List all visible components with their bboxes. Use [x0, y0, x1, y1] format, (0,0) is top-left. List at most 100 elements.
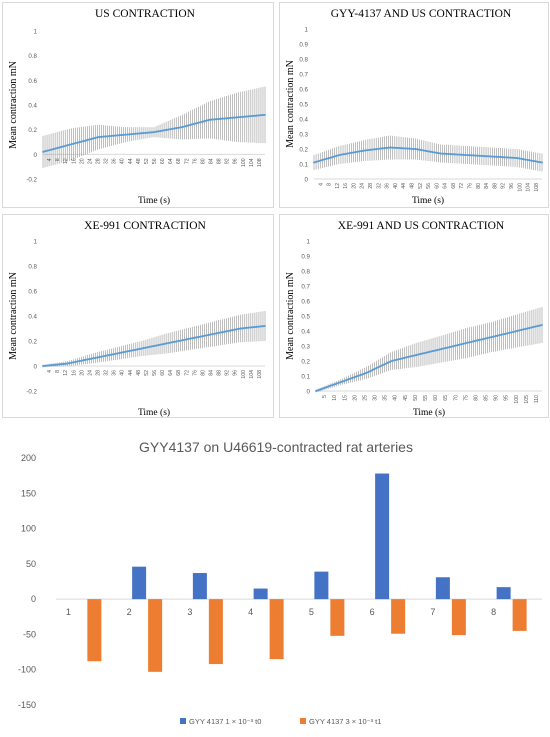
- data-point: [66, 362, 69, 365]
- x-tick-label: 64: [443, 183, 449, 189]
- data-point: [82, 140, 85, 143]
- data-point: [256, 325, 258, 328]
- data-point: [86, 358, 89, 361]
- data-point: [264, 113, 266, 116]
- y-tick-label: 0.6: [301, 299, 310, 306]
- data-point: [80, 359, 83, 362]
- x-tick-label: 20: [79, 158, 85, 164]
- data-point: [227, 329, 230, 332]
- x-tick-label: 88: [217, 370, 223, 376]
- data-point: [260, 325, 262, 328]
- data-point: [432, 350, 434, 352]
- data-point: [507, 156, 510, 159]
- x-tick-label: 44: [128, 370, 134, 376]
- data-point: [498, 334, 501, 337]
- data-point: [112, 353, 115, 356]
- bar-series-t0: [192, 573, 207, 600]
- data-point: [411, 354, 414, 357]
- data-point: [262, 114, 264, 116]
- data-point: [167, 342, 170, 345]
- data-point: [175, 340, 178, 343]
- data-point: [251, 115, 254, 117]
- data-point: [235, 116, 238, 119]
- data-point: [327, 385, 330, 388]
- y-tick-label: 0.4: [299, 117, 308, 124]
- data-point: [163, 129, 165, 132]
- data-point: [402, 147, 405, 150]
- bar-series-t1: [87, 599, 102, 662]
- x-tick-label: 76: [192, 158, 198, 164]
- y-tick-label: -0.2: [26, 177, 37, 184]
- data-point: [254, 326, 256, 328]
- data-point: [446, 346, 449, 349]
- data-point: [165, 342, 168, 345]
- y-axis-label: Mean contraction mN: [285, 272, 296, 360]
- x-tick-label: 96: [233, 158, 239, 164]
- data-point: [258, 325, 260, 328]
- x-tick-label: 75: [463, 395, 469, 401]
- data-point: [343, 379, 346, 382]
- y-tick-label: 1: [307, 239, 311, 246]
- x-tick-label: 68: [176, 370, 182, 376]
- x-tick-label: 76: [468, 183, 474, 189]
- data-point: [528, 159, 531, 162]
- data-point: [480, 155, 483, 157]
- data-point: [395, 358, 398, 361]
- data-point: [217, 332, 220, 334]
- data-point: [76, 360, 79, 363]
- data-point: [474, 154, 477, 157]
- data-point: [114, 134, 117, 137]
- data-point: [112, 134, 115, 137]
- y-tick-label: 0: [305, 177, 309, 184]
- data-point: [211, 118, 214, 121]
- data-point: [247, 326, 250, 329]
- data-point: [462, 153, 465, 156]
- x-tick-label: 108: [257, 158, 263, 167]
- x-tick-label: 25: [362, 395, 368, 401]
- data-point: [325, 157, 328, 160]
- data-point: [530, 159, 533, 162]
- x-tick-label: 72: [459, 183, 465, 189]
- data-point: [219, 331, 222, 334]
- data-point: [472, 340, 475, 343]
- x-tick-label: 44: [128, 158, 134, 164]
- data-point: [401, 357, 404, 360]
- data-point: [418, 148, 421, 151]
- data-point: [413, 354, 416, 357]
- data-point: [450, 345, 453, 348]
- x-tick-label: 48: [409, 183, 415, 189]
- data-point: [333, 383, 336, 386]
- data-point: [88, 138, 91, 141]
- x-tick-label: 52: [144, 158, 150, 164]
- x-tick-label: 24: [87, 158, 93, 164]
- data-point: [157, 344, 159, 347]
- data-point: [410, 147, 413, 150]
- data-point: [60, 146, 63, 148]
- data-point: [118, 134, 121, 137]
- data-point: [193, 122, 196, 125]
- data-point: [179, 126, 182, 129]
- data-point: [147, 131, 149, 134]
- data-point: [46, 364, 48, 367]
- data-point: [485, 155, 487, 158]
- data-point: [454, 344, 457, 347]
- data-point: [442, 347, 445, 350]
- data-point: [373, 148, 376, 151]
- data-point: [153, 131, 155, 134]
- data-point: [319, 159, 322, 162]
- data-point: [58, 363, 61, 366]
- data-point: [48, 149, 50, 152]
- x-tick-label: 100: [517, 183, 523, 192]
- data-point: [161, 129, 163, 132]
- x-tick-label: 65: [443, 395, 449, 401]
- data-point: [229, 329, 232, 332]
- x-tick-label: 32: [104, 158, 110, 164]
- x-tick-label: 104: [526, 183, 532, 192]
- data-point: [243, 115, 246, 118]
- data-point: [526, 327, 529, 330]
- legend-swatch: [300, 718, 306, 724]
- data-point: [110, 353, 113, 356]
- data-point: [42, 365, 44, 367]
- data-point: [337, 382, 340, 384]
- data-point: [355, 375, 358, 378]
